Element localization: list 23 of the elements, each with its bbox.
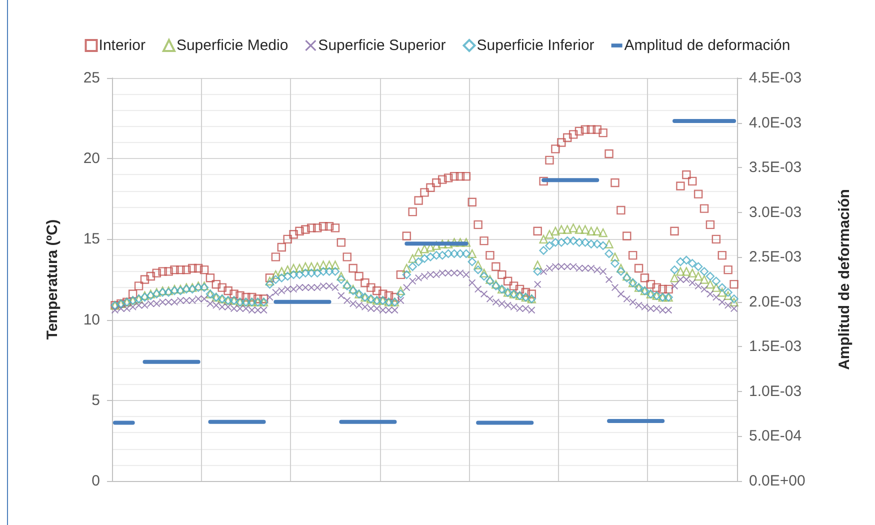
legend-label: Superficie Superior: [318, 37, 446, 54]
y2-tick-label: 4.0E-03: [749, 114, 802, 132]
y-axis-title: Temperatura (ºC): [44, 219, 61, 340]
legend-label: Amplitud de deformación: [624, 37, 790, 54]
y-tick-label: 20: [83, 150, 100, 168]
y2-tick-label: 1.5E-03: [749, 338, 802, 356]
y2-tick-label: 1.0E-03: [749, 382, 802, 400]
y2-tick-label: 5.0E-04: [749, 428, 802, 445]
y2-axis-title: Amplitud de deformación: [836, 189, 853, 370]
legend-label: Superficie Inferior: [476, 37, 594, 54]
y2-tick-label: 2.0E-03: [749, 293, 802, 310]
y-tick-label: 0: [92, 472, 100, 490]
y2-tick-label: 4.5E-03: [749, 70, 802, 86]
y2-tick-label: 3.5E-03: [749, 159, 802, 176]
legend-label: Superficie Medio: [176, 37, 288, 54]
y2-tick-label: 0.0E+00: [749, 472, 806, 490]
y-tick-label: 10: [83, 311, 100, 328]
y-tick-label: 5: [92, 392, 100, 409]
y-tick-label: 25: [83, 70, 100, 86]
legend-label: Interior: [98, 37, 146, 54]
y2-tick-label: 2.5E-03: [749, 248, 802, 266]
y2-tick-label: 3.0E-03: [749, 204, 802, 221]
y-tick-label: 15: [83, 230, 100, 248]
